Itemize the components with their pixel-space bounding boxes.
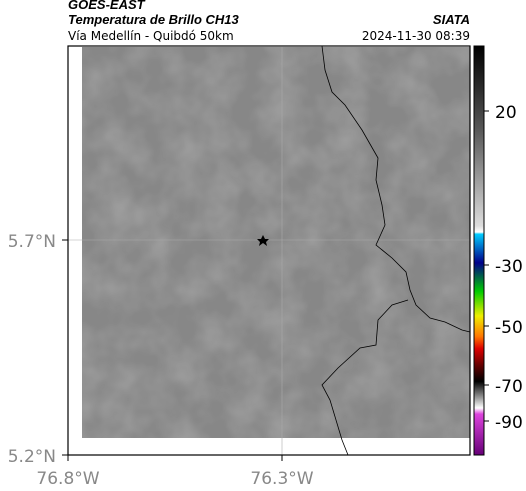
colorbar-label: 20 [495,103,517,123]
x-label: 76.8°W [36,469,99,489]
colorbar-label: -70 [495,377,523,397]
colorbar-label: -50 [495,318,523,338]
colorbar-label: -30 [495,257,523,277]
map-texture [82,47,470,438]
map-frame [67,45,471,456]
y-label: 5.7°N [8,232,56,252]
source: SIATA [433,12,470,27]
y-label: 5.2°N [8,447,56,467]
title: GOES-EAST [68,0,146,12]
boundary [321,299,409,456]
colorbar-scale [473,45,485,456]
x-label: 76.3°W [250,469,313,489]
location-marker [257,235,269,246]
colorbar-label: -90 [495,413,523,433]
map: 5.7°N 5.2°N 76.8°W 76.3°W [8,45,471,489]
boundary [321,45,471,333]
colorbar: 20 -30 -50 -70 -90 [473,45,523,456]
region: Vía Medellín - Quibdó 50km [68,29,234,43]
subtitle: Temperatura de Brillo CH13 [68,12,240,27]
datetime: 2024-11-30 08:39 [362,29,470,43]
